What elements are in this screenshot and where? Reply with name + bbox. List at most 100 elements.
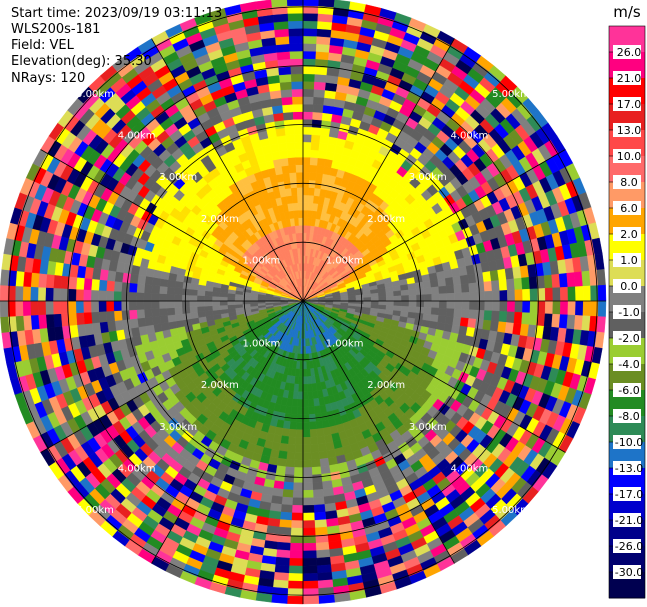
- velocity-gate: [319, 457, 330, 467]
- velocity-gate: [370, 292, 379, 298]
- velocity-gate: [275, 465, 286, 475]
- velocity-gate: [189, 288, 198, 296]
- velocity-gate: [167, 314, 177, 323]
- velocity-gate: [566, 314, 576, 330]
- field-label: Field: VEL: [11, 38, 74, 53]
- velocity-gate: [242, 300, 251, 305]
- velocity-gate: [597, 284, 607, 302]
- colorbar-tick-label: 2.0: [620, 228, 638, 241]
- velocity-gate: [22, 286, 31, 302]
- velocity-gate: [302, 164, 311, 173]
- velocity-gate: [113, 290, 122, 302]
- velocity-gate: [277, 450, 288, 460]
- velocity-gate: [289, 172, 297, 181]
- velocity-gate: [291, 81, 304, 90]
- velocity-gate: [423, 287, 432, 295]
- velocity-gate: [204, 310, 214, 317]
- range-ring-label: 2.00km: [201, 380, 239, 391]
- velocity-gate: [313, 398, 320, 407]
- velocity-gate: [121, 272, 132, 284]
- velocity-gate: [302, 361, 307, 370]
- velocity-gate: [313, 405, 322, 415]
- velocity-gate: [144, 316, 154, 327]
- velocity-gate: [211, 295, 221, 302]
- velocity-gate: [513, 311, 523, 325]
- velocity-gate: [302, 421, 310, 431]
- velocity-gate: [445, 284, 455, 294]
- velocity-gate: [189, 300, 198, 308]
- velocity-gate: [174, 287, 183, 295]
- velocity-gate: [283, 474, 295, 483]
- velocity-gate: [311, 466, 322, 476]
- velocity-gate: [136, 292, 145, 302]
- velocity-gate: [281, 96, 293, 106]
- velocity-gate: [544, 300, 554, 315]
- velocity-gate: [311, 126, 322, 136]
- velocity-gate: [37, 314, 48, 329]
- velocity-gate: [281, 165, 290, 175]
- velocity-gate: [311, 458, 321, 468]
- velocity-gate: [302, 436, 311, 446]
- velocity-gate: [499, 290, 508, 302]
- velocity-gate: [52, 300, 62, 315]
- velocity-gate: [144, 275, 154, 286]
- velocity-gate: [310, 443, 320, 453]
- velocity-gate: [37, 286, 47, 302]
- velocity-gate: [401, 295, 410, 302]
- velocity-gate: [597, 300, 607, 318]
- velocity-gate: [30, 314, 40, 330]
- velocity-gate: [234, 303, 243, 309]
- velocity-gate: [211, 300, 221, 307]
- velocity-gate: [15, 270, 25, 287]
- velocity-gate: [302, 12, 319, 22]
- velocity-gate: [291, 504, 304, 514]
- velocity-gate: [295, 436, 304, 446]
- velocity-gate: [278, 526, 292, 536]
- velocity-gate: [22, 315, 33, 331]
- velocity-gate: [276, 135, 287, 145]
- velocity-gate: [452, 316, 462, 327]
- velocity-gate: [499, 300, 508, 312]
- velocity-gate: [196, 305, 206, 313]
- velocity-gate: [83, 311, 93, 325]
- velocity-gate: [320, 127, 331, 137]
- velocity-gate: [484, 290, 493, 302]
- velocity-gate: [491, 280, 500, 292]
- velocity-gate: [302, 497, 314, 506]
- velocity-gate: [30, 286, 39, 302]
- velocity-gate: [128, 309, 138, 320]
- velocity-gate: [521, 312, 531, 326]
- velocity-gate: [318, 594, 335, 604]
- velocity-gate: [298, 217, 304, 226]
- velocity-gate: [280, 157, 289, 167]
- velocity-gate: [581, 315, 591, 332]
- velocity-gate: [302, 489, 314, 499]
- velocity-gate: [297, 202, 304, 211]
- velocity-gate: [302, 595, 320, 605]
- velocity-gate: [551, 313, 561, 329]
- velocity-gate: [459, 274, 469, 285]
- velocity-gate: [45, 300, 54, 315]
- velocity-gate: [309, 164, 318, 174]
- velocity-gate: [290, 520, 304, 529]
- velocity-gate: [302, 399, 309, 408]
- velocity-gate: [313, 81, 327, 91]
- velocity-gate: [285, 458, 295, 468]
- nrays-label: NRays: 120: [11, 71, 86, 86]
- velocity-gate: [234, 300, 243, 305]
- velocity-gate: [482, 319, 492, 331]
- velocity-gate: [136, 283, 146, 293]
- velocity-gate: [370, 300, 380, 306]
- velocity-gate: [474, 272, 485, 284]
- range-ring-label: 5.00km: [76, 89, 114, 100]
- velocity-gate: [271, 0, 288, 8]
- velocity-gate: [227, 304, 236, 310]
- velocity-gate: [321, 112, 333, 122]
- range-ring-label: 2.00km: [367, 380, 405, 391]
- velocity-gate: [317, 13, 334, 23]
- colorbar-tick-label: -1.0: [618, 306, 639, 319]
- velocity-gate: [45, 287, 54, 302]
- colorbar-tick-label: 1.0: [620, 254, 638, 267]
- velocity-gate: [166, 300, 175, 309]
- velocity-gate: [289, 50, 304, 60]
